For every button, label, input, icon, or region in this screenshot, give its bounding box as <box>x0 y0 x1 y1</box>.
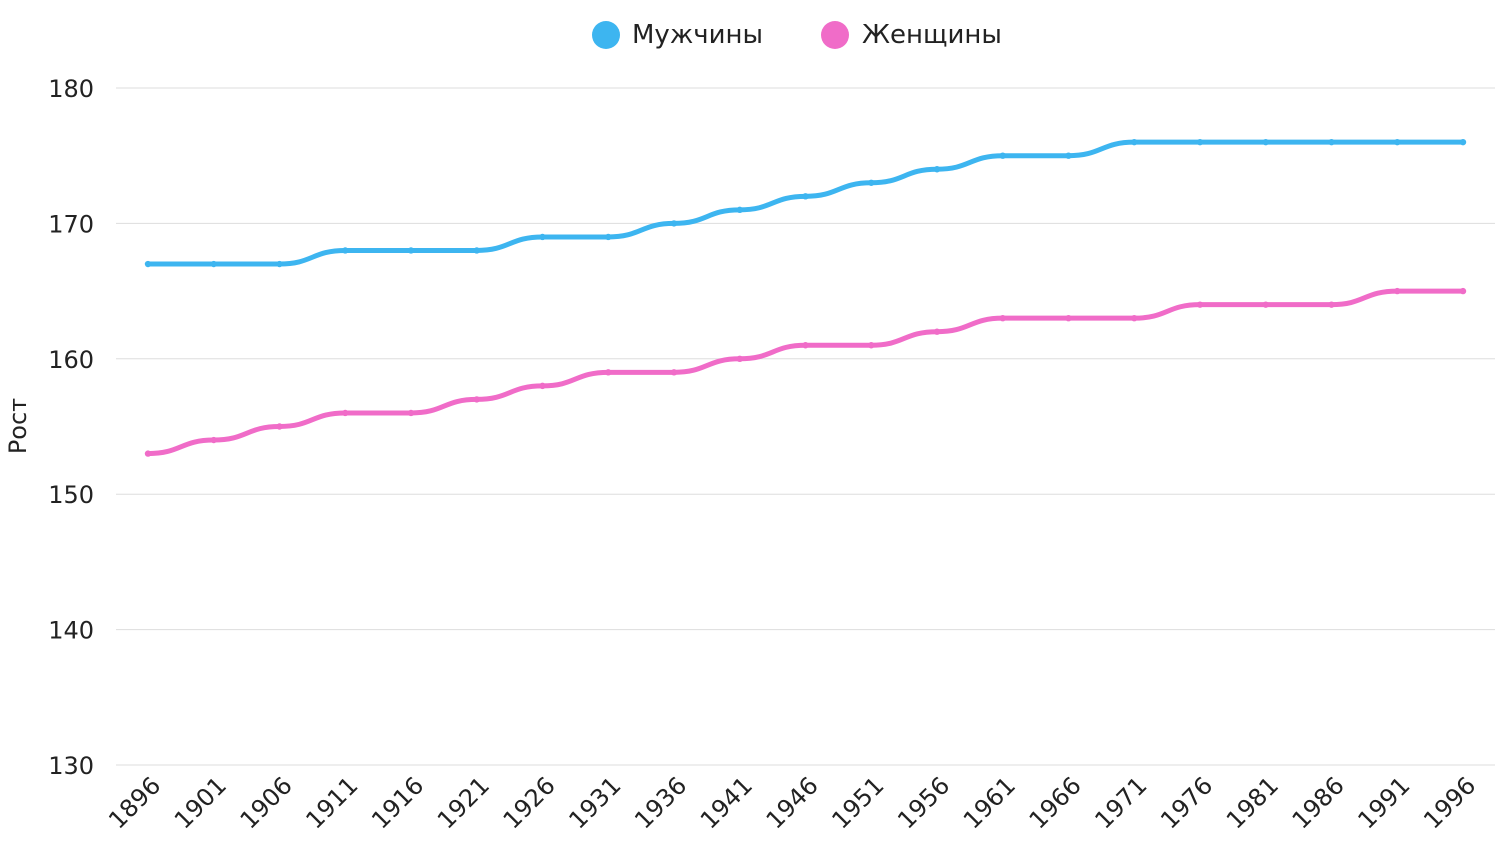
data-point <box>407 247 415 254</box>
data-point <box>1196 301 1204 308</box>
data-point <box>210 436 217 444</box>
series-lines <box>144 138 1467 457</box>
legend-label: Женщины <box>862 20 1002 50</box>
series-women <box>144 287 1467 457</box>
data-point <box>1394 287 1401 295</box>
data-point <box>802 193 809 200</box>
x-tick-label: 1996 <box>1418 771 1481 834</box>
y-tick-label: 140 <box>48 617 94 645</box>
x-tick-label: 1921 <box>432 771 495 834</box>
data-point <box>999 152 1006 159</box>
data-point <box>868 342 875 349</box>
data-point <box>670 220 678 227</box>
data-point <box>276 423 283 430</box>
data-point <box>210 260 217 268</box>
x-tick-label: 1951 <box>827 771 890 834</box>
x-tick-label: 1906 <box>235 771 298 834</box>
x-tick-label: 1976 <box>1155 771 1218 834</box>
data-point <box>1131 138 1138 146</box>
x-tick-label: 1991 <box>1353 771 1416 834</box>
data-point <box>999 314 1006 322</box>
data-point <box>1262 138 1269 146</box>
x-tick-label: 1961 <box>958 771 1021 834</box>
data-point <box>1065 314 1072 322</box>
legend-marker <box>821 21 849 49</box>
x-axis-ticks: 1896 1901 1906 1911 1916 1921 1926 1931 1936 1941… <box>103 771 1481 834</box>
x-tick-label: 1896 <box>103 771 166 834</box>
data-point <box>670 369 678 376</box>
data-point <box>144 450 152 457</box>
data-point <box>1394 138 1401 146</box>
data-point <box>1131 314 1138 322</box>
x-tick-label: 1946 <box>761 771 824 834</box>
data-point <box>736 206 743 214</box>
data-point <box>1065 152 1072 159</box>
x-tick-label: 1916 <box>366 771 429 834</box>
data-point <box>605 369 612 376</box>
data-point <box>1196 138 1204 146</box>
data-point <box>1328 301 1335 308</box>
data-point <box>1328 138 1335 146</box>
data-point <box>933 166 941 173</box>
legend-item: Мужчины <box>592 20 763 50</box>
x-tick-label: 1941 <box>695 771 758 834</box>
series-line <box>145 288 1466 457</box>
y-tick-label: 160 <box>48 346 94 374</box>
x-tick-label: 1911 <box>301 771 364 834</box>
legend-item: Женщины <box>821 20 1002 50</box>
data-point <box>342 247 349 254</box>
series-line <box>145 139 1466 267</box>
data-point <box>1459 287 1467 295</box>
data-point <box>539 382 546 390</box>
x-tick-label: 1931 <box>564 771 627 834</box>
data-point <box>276 260 283 268</box>
y-axis-label: Рост <box>4 398 32 454</box>
data-point <box>605 233 612 241</box>
y-tick-label: 180 <box>48 75 94 103</box>
data-point <box>407 409 415 417</box>
data-point <box>342 409 349 417</box>
data-point <box>933 328 941 335</box>
grid-lines <box>116 87 1495 766</box>
data-point <box>1459 138 1467 146</box>
data-point <box>1262 301 1269 308</box>
x-tick-label: 1956 <box>892 771 955 834</box>
data-point <box>736 355 743 362</box>
data-point <box>539 233 546 241</box>
data-point <box>802 342 809 349</box>
x-tick-label: 1966 <box>1024 771 1087 834</box>
x-tick-label: 1926 <box>498 771 561 834</box>
data-point <box>473 247 480 254</box>
y-tick-label: 170 <box>48 210 94 238</box>
y-axis-ticks: 130 140 150 160 170 180 <box>48 75 94 780</box>
x-tick-label: 1986 <box>1287 771 1350 834</box>
data-point <box>473 396 480 403</box>
legend-marker <box>592 21 620 49</box>
x-tick-label: 1971 <box>1090 771 1153 834</box>
x-tick-label: 1936 <box>629 771 692 834</box>
y-tick-label: 130 <box>48 752 94 780</box>
x-tick-label: 1901 <box>169 771 232 834</box>
data-point <box>144 260 152 268</box>
x-tick-label: 1981 <box>1221 771 1284 834</box>
legend: Мужчины Женщины <box>592 20 1002 50</box>
data-point <box>868 179 875 186</box>
y-tick-label: 150 <box>48 481 94 509</box>
series-men <box>144 138 1467 268</box>
legend-label: Мужчины <box>632 20 763 50</box>
